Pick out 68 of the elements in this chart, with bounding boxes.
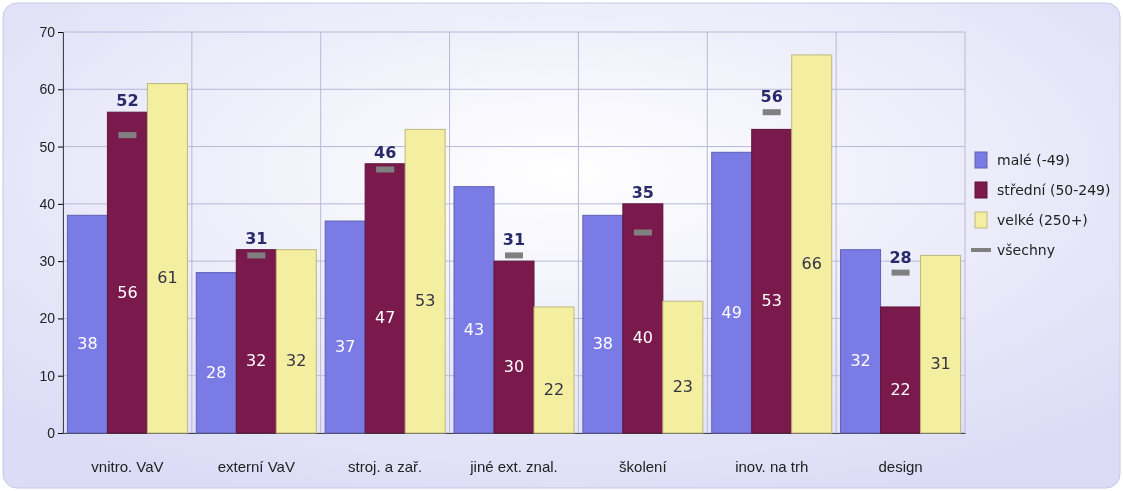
bar: [791, 54, 833, 434]
y-tick-label: 60: [39, 81, 56, 98]
y-tick-label: 50: [39, 138, 56, 155]
bar: [662, 300, 704, 434]
bar: [195, 272, 237, 434]
data-label: 22: [543, 379, 565, 399]
bar: [146, 83, 188, 434]
data-label: 31: [245, 228, 268, 248]
data-label: 35: [631, 182, 654, 202]
data-label: 47: [374, 308, 396, 328]
data-label: 43: [463, 319, 485, 339]
data-label: 66: [801, 253, 822, 273]
bar: [622, 203, 664, 434]
bar: [711, 151, 753, 434]
data-label: 37: [334, 337, 356, 357]
x-tick-label: inov. na trh: [735, 457, 809, 475]
data-label: 23: [672, 377, 694, 397]
legend-label: střední (50-249): [997, 182, 1111, 198]
y-tick-label: 70: [39, 23, 56, 40]
bar: [533, 306, 575, 434]
bar: [364, 163, 406, 434]
x-tick-label: externí VaV: [217, 457, 295, 475]
data-label: 46: [374, 142, 397, 162]
data-label: 30: [503, 357, 525, 377]
data-label: 32: [246, 351, 267, 371]
legend-label: všechny: [997, 242, 1055, 258]
bar: [582, 214, 624, 434]
y-tick-label: 40: [39, 195, 56, 212]
data-label: 53: [414, 291, 436, 311]
x-tick-label: jiné ext. znal.: [469, 457, 558, 475]
x-tick-label: vnitro. VaV: [91, 457, 164, 475]
data-label: 22: [890, 379, 911, 399]
bar: [324, 220, 366, 434]
bar: [453, 186, 495, 434]
bar: [880, 306, 922, 434]
x-tick-label: design: [878, 457, 923, 475]
data-label: 31: [930, 354, 951, 374]
data-label: 49: [721, 302, 742, 322]
data-label: 28: [206, 362, 227, 382]
bar: [235, 249, 277, 434]
bar: [751, 128, 793, 434]
x-tick-label: školení: [619, 457, 668, 475]
data-label: 52: [116, 91, 139, 111]
data-label: 28: [889, 247, 912, 267]
data-label: 56: [760, 87, 783, 107]
y-tick-label: 0: [47, 424, 56, 441]
y-tick-label: 30: [39, 253, 56, 270]
data-label: 38: [592, 334, 614, 354]
data-label: 61: [157, 268, 178, 288]
bar: [493, 260, 535, 434]
data-label: 40: [632, 328, 654, 348]
y-tick-label: 10: [39, 367, 56, 384]
bar: [920, 254, 962, 434]
bar: [840, 249, 882, 434]
y-tick-label: 20: [39, 310, 56, 327]
legend-label: malé (-49): [997, 152, 1070, 168]
data-label: 32: [286, 351, 307, 371]
legend-label: velké (250+): [997, 212, 1088, 228]
bar: [404, 128, 446, 434]
data-label: 38: [77, 334, 98, 354]
data-label: 56: [117, 282, 138, 302]
data-label: 31: [502, 230, 526, 250]
x-tick-label: stroj. a zař.: [348, 457, 423, 475]
bar: [106, 111, 148, 434]
data-label: 53: [761, 291, 782, 311]
bar: [275, 249, 317, 434]
data-label: 32: [850, 351, 871, 371]
bar: [66, 214, 108, 434]
